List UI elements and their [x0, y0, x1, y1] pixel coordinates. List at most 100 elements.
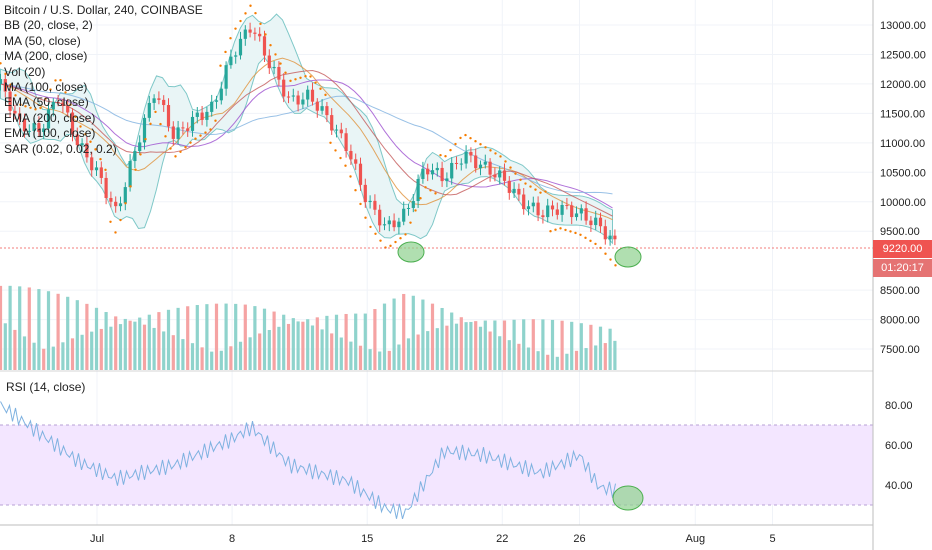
sar-dot — [444, 155, 447, 158]
volume-bar — [502, 320, 507, 370]
indicator-ema50[interactable]: EMA (50, close) — [4, 95, 89, 110]
volume-bar — [248, 337, 252, 370]
volume-bar — [608, 328, 612, 370]
candle-body — [315, 101, 319, 111]
time-tick: Jul — [90, 533, 104, 545]
time-tick: 22 — [496, 533, 508, 545]
rsi-tick: 40.00 — [885, 480, 913, 492]
volume-bar — [598, 326, 603, 370]
sar-dot — [9, 83, 12, 86]
candle-body — [392, 220, 396, 228]
indicator-ma200[interactable]: MA (200, close) — [4, 49, 88, 64]
candle-body — [157, 98, 161, 100]
candle-body — [234, 55, 238, 57]
indicator-ma50[interactable]: MA (50, close) — [4, 33, 81, 48]
candle-body — [445, 178, 449, 182]
volume-bar — [546, 354, 550, 370]
volume-bar — [18, 286, 22, 370]
sar-dot — [294, 78, 297, 81]
volume-bar — [200, 347, 204, 370]
sar-dot — [499, 155, 502, 158]
volume-bar — [334, 314, 339, 370]
rsi-axis: 80.00 60.00 40.00 — [885, 400, 913, 492]
volume-bar — [128, 320, 132, 370]
sar-dot — [534, 188, 537, 191]
candle-body — [85, 143, 89, 158]
sar-dot — [459, 136, 462, 140]
candle-body — [526, 206, 531, 210]
sar-dot — [389, 244, 392, 248]
volume-bar — [541, 319, 545, 370]
sar-dot — [279, 62, 282, 65]
marker-low-1 — [397, 241, 425, 263]
sar-dot — [169, 147, 172, 150]
volume-bar — [378, 351, 382, 370]
sar-dot — [569, 230, 572, 233]
volume-bar — [37, 289, 41, 370]
indicator-legend: Bitcoin / U.S. Dollar, 240, COINBASE BB … — [4, 3, 203, 157]
candle-body — [498, 170, 502, 178]
candle-body — [594, 217, 598, 226]
chart-title[interactable]: Bitcoin / U.S. Dollar, 240, COINBASE — [4, 3, 203, 17]
sar-dot — [354, 189, 357, 192]
sar-dot — [339, 156, 342, 160]
candle-body — [0, 79, 3, 84]
volume-bar — [94, 307, 99, 370]
candle-body — [238, 38, 243, 56]
volume-bar — [51, 346, 55, 370]
time-tick: 26 — [573, 533, 585, 545]
candle-body — [114, 201, 118, 207]
volume-bar — [56, 293, 60, 370]
candle-body — [512, 188, 516, 193]
volume-bar — [339, 337, 343, 370]
sar-dot — [114, 231, 117, 234]
candle-body — [517, 188, 521, 195]
sar-dot — [234, 27, 237, 30]
sar-dot — [544, 190, 547, 193]
candle-body — [454, 162, 459, 164]
sar-dot — [564, 228, 567, 232]
candle-body — [522, 194, 526, 210]
candle-body — [267, 55, 271, 69]
price-tick: 11000.00 — [880, 138, 925, 150]
candle-body — [190, 116, 195, 131]
sar-dot — [414, 209, 417, 212]
sar-dot — [64, 91, 67, 94]
sar-dot — [104, 168, 107, 172]
volume-bar — [42, 348, 46, 370]
candle-body — [354, 159, 358, 164]
candle-body — [22, 119, 27, 132]
volume-bar — [464, 322, 468, 370]
indicator-bb[interactable]: BB (20, close, 2) — [4, 18, 93, 33]
indicator-ma100[interactable]: MA (100, close) — [4, 80, 88, 95]
rsi-label[interactable]: RSI (14, close) — [6, 380, 86, 394]
sar-dot — [314, 81, 317, 84]
candle-body — [358, 163, 363, 185]
sar-dot — [164, 135, 167, 138]
volume-bar — [358, 345, 363, 370]
sar-dot — [379, 239, 382, 242]
candle-body — [435, 167, 439, 171]
indicator-vol[interactable]: Vol (20) — [4, 64, 46, 79]
sar-dot — [119, 218, 122, 222]
sar-dot — [54, 79, 57, 82]
indicator-ema100[interactable]: EMA (100, close) — [4, 126, 96, 141]
candle-body — [541, 215, 545, 218]
candle-body — [147, 102, 151, 118]
price-tick: 8000.00 — [880, 315, 920, 327]
volume-bar — [397, 344, 401, 370]
sar-dot — [484, 146, 487, 149]
indicator-sar[interactable]: SAR (0.02, 0.02, 0.2) — [4, 141, 117, 156]
sar-dot — [89, 140, 92, 143]
candle-body — [349, 151, 353, 160]
volume-bar — [133, 321, 137, 370]
volume-bar — [330, 333, 334, 370]
candle-body — [123, 187, 127, 204]
candle-body — [104, 177, 108, 198]
sar-dot — [324, 93, 327, 97]
rsi-line — [0, 401, 616, 520]
indicator-ema200[interactable]: EMA (200, close) — [4, 110, 96, 125]
candle-body — [310, 89, 315, 102]
candle-body — [99, 167, 103, 178]
